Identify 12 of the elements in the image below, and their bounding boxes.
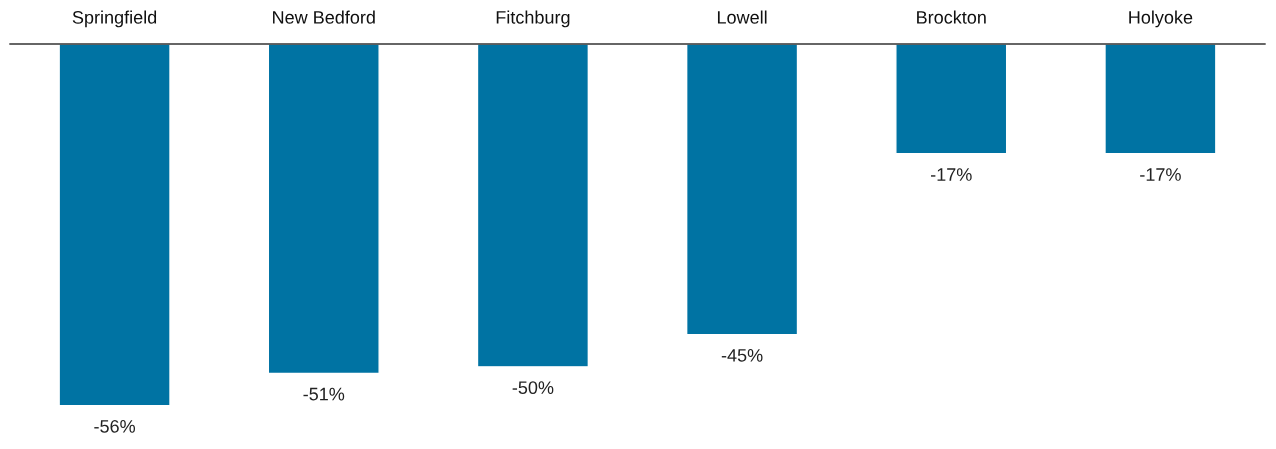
x-tick-label: Holyoke	[1129, 10, 1193, 28]
x-tick-label: New Bedford	[273, 10, 375, 24]
x-tick-label: Brockton	[917, 10, 986, 24]
x-tick-label: Fitchburg	[496, 10, 570, 28]
data-label: -51%	[303, 387, 345, 401]
data-label: -17%	[1140, 168, 1181, 181]
data-label: -45%	[721, 349, 763, 362]
data-label: -50%	[512, 381, 554, 395]
x-tick-label: Lowell	[717, 10, 767, 24]
data-label: -17%	[930, 168, 972, 181]
x-tick-label: Springfield	[72, 10, 157, 28]
data-label: -56%	[94, 419, 136, 433]
